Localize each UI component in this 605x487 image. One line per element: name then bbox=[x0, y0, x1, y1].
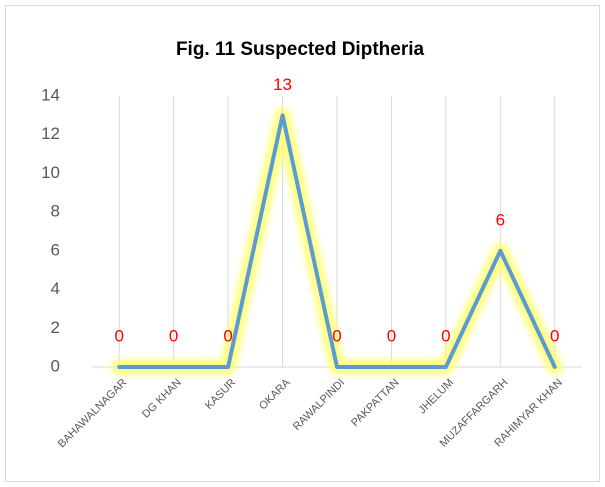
data-label: 0 bbox=[441, 326, 450, 345]
y-tick-label: 8 bbox=[51, 202, 60, 221]
data-label: 0 bbox=[550, 326, 559, 345]
y-tick-label: 4 bbox=[51, 279, 60, 298]
data-label: 0 bbox=[387, 326, 396, 345]
y-tick-label: 6 bbox=[51, 240, 60, 259]
data-label: 0 bbox=[223, 326, 232, 345]
data-label: 0 bbox=[169, 326, 178, 345]
y-tick-label: 0 bbox=[51, 356, 60, 375]
chart-title: Fig. 11 Suspected Diptheria bbox=[176, 39, 425, 60]
y-tick-label: 12 bbox=[41, 124, 60, 143]
y-tick-label: 14 bbox=[41, 85, 60, 104]
data-label: 0 bbox=[332, 326, 341, 345]
y-tick-label: 10 bbox=[41, 163, 60, 182]
line bbox=[117, 113, 557, 369]
data-label: 6 bbox=[496, 210, 505, 229]
y-tick-label: 2 bbox=[51, 318, 60, 337]
data-label: 13 bbox=[273, 75, 292, 94]
data-label: 0 bbox=[114, 326, 123, 345]
